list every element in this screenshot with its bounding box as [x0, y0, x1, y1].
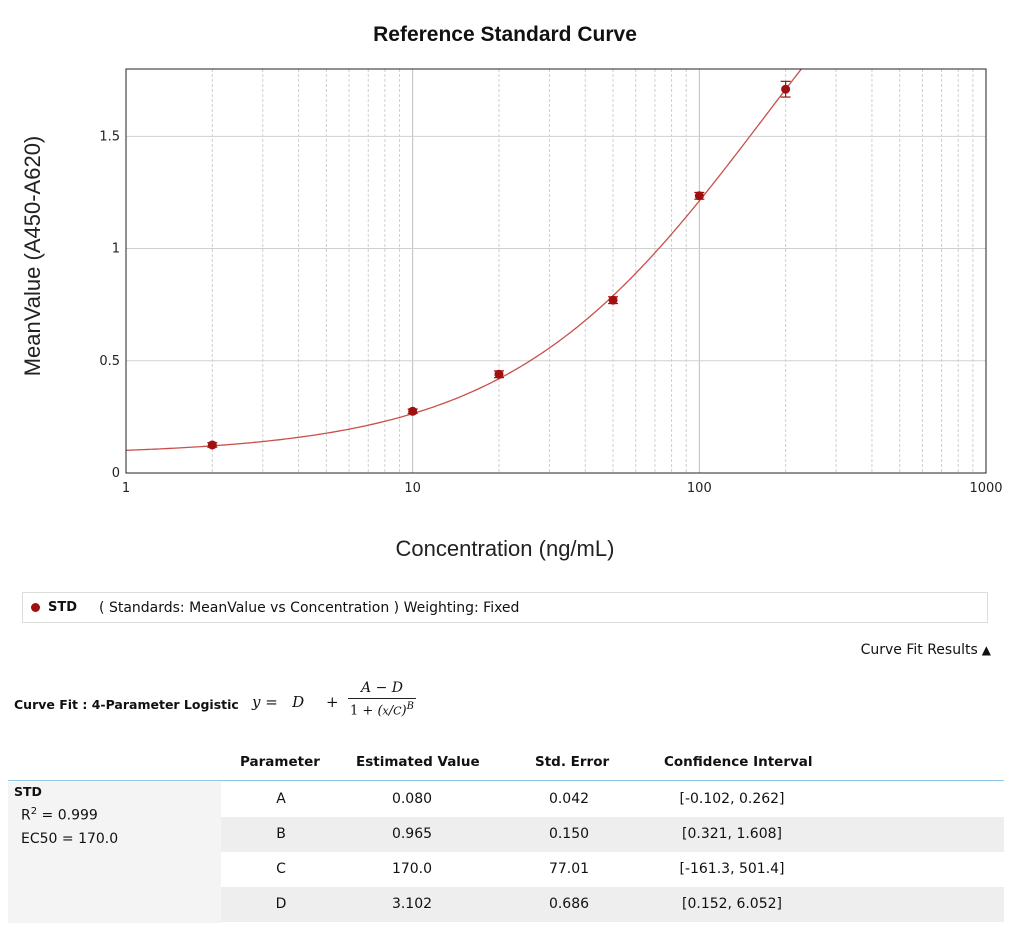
collapse-arrow-icon: ▲: [981, 643, 991, 657]
std-group-name: STD: [14, 784, 42, 799]
data-points: [207, 80, 791, 450]
header-confidence-interval: Confidence Interval: [664, 754, 813, 770]
y-tick-label: 0.5: [99, 354, 120, 369]
data-point: [608, 295, 618, 305]
cell-parameter: D: [275, 896, 287, 912]
y-tick-label: 0: [112, 466, 120, 481]
cell-estimate: 170.0: [391, 861, 433, 877]
cell-ci: [0.321, 1.608]: [682, 826, 782, 842]
cell-estimate: 0.080: [391, 791, 433, 807]
x-tick-label: 1: [122, 481, 130, 496]
legend-description: ( Standards: MeanValue vs Concentration …: [99, 599, 520, 616]
cell-ci: [0.152, 6.052]: [682, 896, 782, 912]
fit-curve-line: [125, 68, 802, 451]
cell-std-error: 77.01: [548, 861, 590, 877]
ec50-value: EC50 = 170.0: [21, 831, 119, 847]
std-summary: STD R2 = 0.999 EC50 = 170.0: [8, 782, 221, 923]
cell-ci: [-0.102, 0.262]: [679, 791, 785, 807]
grid: [125, 69, 987, 474]
formula-fraction: A − D 1 + (x/C)B: [348, 680, 416, 718]
cell-parameter: A: [276, 791, 286, 807]
cell-std-error: 0.150: [548, 826, 590, 842]
y-tick-label: 1.5: [99, 129, 120, 144]
legend-marker: [31, 603, 40, 612]
legend: STD ( Standards: MeanValue vs Concentrat…: [22, 592, 988, 623]
data-point: [408, 406, 418, 416]
plot-frame: [125, 68, 987, 474]
formula-lhs: y = D: [252, 693, 305, 711]
x-axis-title: Concentration (ng/mL): [396, 536, 615, 561]
cell-std-error: 0.042: [548, 791, 590, 807]
x-tick-label: 10: [404, 481, 421, 496]
standard-curve-chart: Reference Standard Curve 1 10 100 100000.51…: [20, 23, 1003, 561]
data-point: [207, 440, 217, 450]
curve-fit-label: Curve Fit : 4-Parameter Logistic: [14, 697, 239, 712]
table-row: C 170.0 77.01 [-161.3, 501.4]: [221, 852, 1004, 887]
x-tick-label: 1000: [969, 481, 1002, 496]
cell-std-error: 0.686: [548, 896, 590, 912]
curve-fit-results-toggle[interactable]: Curve Fit Results ▲: [861, 642, 991, 658]
table-row: B 0.965 0.150 [0.321, 1.608]: [221, 817, 1004, 852]
x-tick-label: 100: [687, 481, 712, 496]
cell-parameter: C: [276, 861, 286, 877]
legend-series-name: STD: [48, 600, 78, 615]
cell-estimate: 3.102: [391, 896, 433, 912]
header-std-error: Std. Error: [535, 754, 610, 770]
table-row: D 3.102 0.686 [0.152, 6.052]: [221, 887, 1004, 922]
header-parameter: Parameter: [240, 754, 320, 770]
data-point: [781, 84, 791, 94]
cell-parameter: B: [276, 826, 286, 842]
table-header-rule: [8, 780, 1004, 781]
cell-estimate: 0.965: [391, 826, 433, 842]
tick-labels: 1 10 100 1000 0 0.5 1 1.5: [99, 129, 1002, 496]
formula-denominator: 1 + (x/C)B: [350, 701, 414, 719]
y-axis-title: MeanValue (A450-A620): [20, 136, 45, 377]
formula-numerator: A − D: [361, 680, 403, 696]
chart-title: Reference Standard Curve: [373, 23, 637, 46]
cell-ci: [-161.3, 501.4]: [679, 861, 785, 877]
r-squared: R2 = 0.999: [21, 806, 98, 824]
data-point: [494, 369, 504, 379]
y-tick-label: 1: [112, 242, 120, 257]
data-point: [694, 191, 704, 201]
table-row: A 0.080 0.042 [-0.102, 0.262]: [221, 782, 1004, 817]
header-estimated-value: Estimated Value: [356, 754, 480, 770]
formula-plus: +: [326, 693, 339, 711]
curve-fit-results-label: Curve Fit Results: [860, 642, 978, 658]
fit-curve: [125, 68, 802, 451]
